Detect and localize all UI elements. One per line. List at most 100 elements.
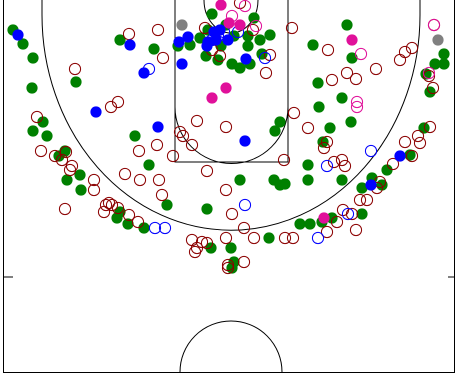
shot-point [393, 53, 407, 67]
shot-point [239, 135, 251, 147]
shot-point [320, 135, 334, 149]
shot-point [381, 164, 393, 176]
shot-point [336, 92, 348, 104]
shot-point [345, 207, 359, 221]
shot-point [274, 116, 286, 128]
shot-point [258, 51, 272, 65]
shot-point [336, 203, 350, 217]
shot-point [87, 173, 101, 187]
shot-point [427, 18, 441, 32]
shot-point [75, 184, 87, 196]
shot-point [246, 23, 260, 37]
shot-point [326, 212, 338, 224]
shot-point [311, 231, 325, 245]
shot-point [336, 174, 348, 186]
shot-point [27, 52, 39, 64]
shot-point [70, 76, 82, 88]
shot-point [142, 62, 156, 76]
shot-point [286, 231, 300, 245]
shot-point [161, 199, 173, 211]
shot-point [176, 19, 188, 31]
shot-point [65, 159, 79, 173]
shot-point [190, 114, 204, 128]
shot-point [102, 196, 116, 210]
shot-point [302, 174, 314, 186]
shot-point [429, 58, 441, 70]
shot-point [369, 62, 383, 76]
shot-point [17, 38, 29, 50]
shot-point [205, 242, 217, 254]
shot-point [346, 34, 358, 46]
shot-point [211, 29, 225, 43]
shot-point [269, 125, 281, 137]
shot-point [346, 52, 358, 64]
shot-point [105, 198, 119, 212]
shot-point [353, 193, 367, 207]
shot-point [249, 19, 263, 33]
shot-point [58, 202, 72, 216]
shot-point [152, 173, 166, 187]
shot-point [320, 159, 334, 173]
shot-point [185, 233, 199, 247]
shot-point [122, 208, 136, 222]
shot-point [166, 149, 180, 163]
shot-point [213, 49, 227, 63]
shot-point [133, 173, 147, 187]
shot-point [206, 8, 218, 20]
shot-point [237, 255, 251, 269]
shot-point [173, 36, 185, 48]
shot-point [68, 62, 82, 76]
shot-point [356, 208, 368, 220]
shot-point [304, 218, 316, 230]
shot-point [219, 183, 233, 197]
shot-point [122, 27, 136, 41]
shot-point [138, 222, 150, 234]
shot-point [202, 36, 214, 48]
shot-point [217, 25, 231, 39]
shot-point [279, 178, 291, 190]
shot-point [302, 159, 314, 171]
shot-point [104, 100, 118, 114]
shot-point [238, 0, 252, 13]
shot-point [259, 66, 273, 80]
three-point-line [41, 0, 421, 231]
shot-point [176, 58, 188, 70]
shot-point [118, 167, 132, 181]
shot-point [263, 232, 275, 244]
shot-point [350, 100, 364, 114]
shot-point [215, 0, 227, 11]
shot-point [411, 129, 425, 143]
shot-point [87, 183, 101, 197]
shot-point [156, 51, 170, 65]
shot-point [398, 135, 412, 149]
shot-point [312, 77, 324, 89]
shot-point [335, 153, 349, 167]
shot-point [325, 73, 339, 87]
shot-point [221, 261, 235, 275]
shot-point [317, 141, 331, 155]
shot-point [285, 21, 299, 35]
center-circle [179, 320, 283, 373]
shot-point [212, 54, 224, 66]
shot-point [320, 225, 334, 239]
key-lane [174, 0, 289, 163]
shot-point [341, 19, 353, 31]
shot-point [338, 159, 352, 173]
shot-point [225, 207, 239, 221]
shot-point [148, 221, 162, 235]
shot-point [48, 149, 62, 163]
shot-point [238, 198, 252, 212]
shot-point [129, 130, 141, 142]
shot-point [349, 72, 363, 86]
free-throw-circle [174, 106, 289, 164]
shot-point [225, 9, 239, 23]
shot-point [122, 218, 134, 230]
shot-point [237, 221, 251, 235]
shot-point [345, 116, 357, 128]
shot-point [12, 29, 24, 41]
shot-point [37, 116, 49, 128]
shot-point [234, 174, 246, 186]
shot-markers [7, 0, 450, 275]
shot-point [158, 221, 172, 235]
